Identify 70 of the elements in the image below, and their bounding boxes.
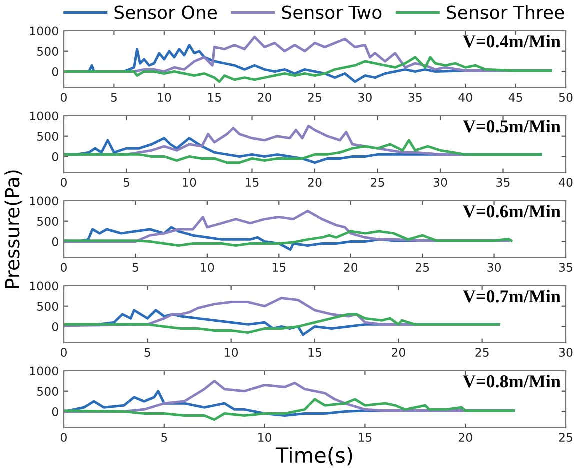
x-tick-label: 5 — [162, 433, 168, 442]
x-tick-label: 10 — [183, 178, 196, 187]
x-tick-label: 15 — [246, 178, 259, 187]
legend-label: Sensor One — [114, 6, 217, 20]
x-tick-label: 25 — [371, 178, 384, 187]
x-tick-label: 10 — [258, 433, 272, 442]
x-tick-label: 35 — [408, 93, 422, 102]
x-tick-label: 30 — [488, 263, 502, 272]
x-tick-label: 0 — [61, 93, 67, 102]
x-tick-label: 50 — [559, 93, 573, 102]
x-tick-label: 45 — [508, 93, 522, 102]
annotation: V=0.4m/Min — [463, 34, 561, 48]
y-tick-label: 0 — [52, 237, 58, 246]
x-tick-label: 20 — [344, 263, 358, 272]
x-tick-label: 20 — [308, 178, 322, 187]
x-tick-label: 20 — [258, 93, 272, 102]
y-tick-label: 0 — [52, 67, 58, 76]
x-tick-label: 20 — [458, 433, 472, 442]
legend-label: Sensor Two — [282, 6, 382, 20]
x-axis-title: Time(s) — [276, 447, 352, 466]
x-tick-label: 0 — [61, 433, 67, 442]
annotation: V=0.6m/Min — [463, 204, 561, 218]
y-tick-label: 0 — [52, 152, 58, 162]
y-tick-label: 1000 — [30, 366, 58, 376]
x-tick-label: 25 — [308, 93, 322, 102]
y-axis-title: Pressure(Pa) — [4, 170, 22, 288]
x-tick-label: 40 — [559, 178, 573, 187]
legend-label: Sensor Three — [447, 5, 564, 20]
x-tick-label: 10 — [201, 263, 214, 272]
y-tick-label: 1000 — [30, 112, 58, 121]
line-series — [64, 56, 552, 84]
x-tick-label: 5 — [111, 93, 117, 102]
annotation: V=0.7m/Min — [463, 290, 561, 303]
x-tick-label: 30 — [434, 178, 448, 187]
x-tick-label: 25 — [476, 348, 489, 357]
y-tick-label: 0 — [52, 322, 58, 332]
x-tick-label: 15 — [308, 348, 322, 357]
x-tick-label: 5 — [144, 348, 150, 357]
x-tick-label: 0 — [61, 263, 67, 272]
x-tick-label: 15 — [358, 433, 372, 442]
y-tick-label: 500 — [38, 132, 58, 142]
annotation: V=0.5m/Min — [463, 120, 561, 133]
y-tick-label: 500 — [38, 302, 58, 312]
x-tick-label: 20 — [392, 348, 406, 357]
y-tick-label: 500 — [38, 387, 58, 396]
y-tick-label: 500 — [38, 47, 58, 56]
y-tick-label: 500 — [38, 217, 58, 226]
x-tick-label: 0 — [61, 178, 67, 187]
x-tick-label: 40 — [458, 93, 472, 102]
y-tick-label: 0 — [52, 407, 58, 416]
x-tick-label: 10 — [158, 93, 172, 102]
x-tick-label: 10 — [225, 348, 238, 357]
x-tick-label: 25 — [559, 433, 572, 442]
x-tick-label: 5 — [132, 263, 138, 272]
y-tick-label: 1000 — [30, 196, 58, 206]
line-series — [64, 313, 500, 334]
x-tick-label: 5 — [124, 178, 130, 187]
x-tick-label: 15 — [208, 93, 222, 102]
y-tick-label: 1000 — [30, 26, 58, 36]
line-series — [64, 230, 513, 248]
x-tick-label: 30 — [358, 93, 372, 102]
x-tick-label: 25 — [416, 263, 430, 272]
annotation: V=0.8m/Min — [463, 374, 561, 388]
x-tick-label: 35 — [496, 178, 510, 187]
x-tick-label: 0 — [61, 348, 67, 357]
line-series — [64, 398, 516, 422]
y-tick-label: 1000 — [30, 282, 58, 291]
x-tick-label: 30 — [559, 348, 573, 357]
x-tick-label: 35 — [559, 263, 572, 272]
x-tick-label: 15 — [272, 263, 286, 272]
